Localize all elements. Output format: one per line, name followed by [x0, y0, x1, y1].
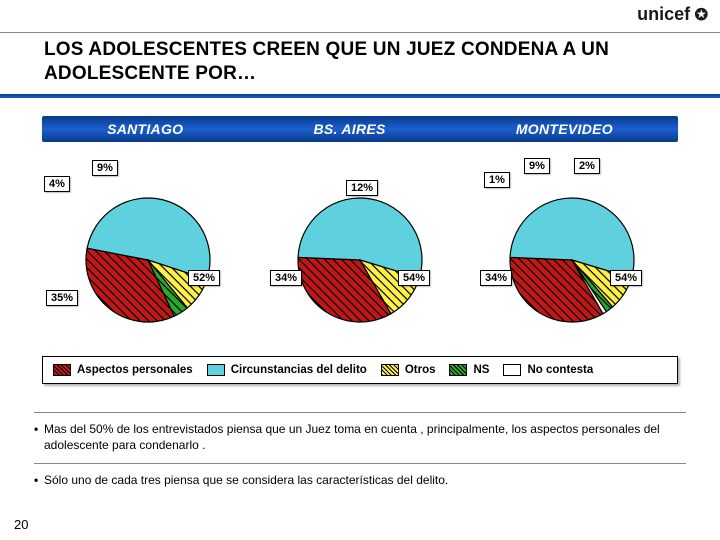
- slice-label: 9%: [92, 160, 118, 176]
- legend-swatch: [207, 364, 225, 376]
- pie-charts-row: 35% 52% 9% 4% 34% 54% 12% 34% 54% 9% 2% 1%: [42, 150, 678, 350]
- slice-label: 34%: [480, 270, 512, 286]
- city-header-band: SANTIAGO BS. AIRES MONTEVIDEO: [42, 116, 678, 142]
- slice-label: 34%: [270, 270, 302, 286]
- bullet-dot: •: [34, 421, 44, 453]
- legend-label: Circunstancias del delito: [231, 364, 367, 376]
- city-label: BS. AIRES: [313, 121, 385, 137]
- slice-label: 54%: [398, 270, 430, 286]
- legend-swatch: [503, 364, 521, 376]
- legend-label: Aspectos personales: [77, 364, 193, 376]
- city-label: SANTIAGO: [107, 121, 183, 137]
- city-label: MONTEVIDEO: [516, 121, 613, 137]
- slice-label: 1%: [484, 172, 510, 188]
- legend: Aspectos personales Circunstancias del de…: [42, 356, 678, 384]
- pie-chart: 34% 54% 12%: [260, 150, 460, 350]
- slice-label: 9%: [524, 158, 550, 174]
- bullet-text: Sólo uno de cada tres piensa que se cons…: [44, 472, 448, 488]
- bullet-text: Mas del 50% de los entrevistados piensa …: [44, 421, 686, 453]
- bullet-item: •Mas del 50% de los entrevistados piensa…: [34, 412, 686, 463]
- page-number: 20: [14, 517, 28, 532]
- legend-item: Circunstancias del delito: [207, 364, 367, 376]
- slide-title: LOS ADOLESCENTES CREEN QUE UN JUEZ CONDE…: [44, 38, 676, 86]
- slice-label: 52%: [188, 270, 220, 286]
- slice-label: 54%: [610, 270, 642, 286]
- pie-chart: 34% 54% 9% 2% 1%: [472, 150, 672, 350]
- bullet-list: •Mas del 50% de los entrevistados piensa…: [34, 412, 686, 499]
- legend-label: Otros: [405, 364, 436, 376]
- slice-label: 35%: [46, 290, 78, 306]
- bullet-dot: •: [34, 472, 44, 488]
- header-rule: [0, 32, 720, 33]
- slice-label: 4%: [44, 176, 70, 192]
- legend-item: No contesta: [503, 364, 593, 376]
- legend-item: Aspectos personales: [53, 364, 193, 376]
- legend-item: NS: [449, 364, 489, 376]
- brand-logo: unicef: [637, 4, 708, 25]
- slice-label: 12%: [346, 180, 378, 196]
- legend-label: NS: [473, 364, 489, 376]
- slice-label: 2%: [574, 158, 600, 174]
- pie-chart: 35%52%9%4%: [48, 150, 248, 350]
- legend-item: Otros: [381, 364, 436, 376]
- legend-swatch: [53, 364, 71, 376]
- legend-swatch: [449, 364, 467, 376]
- bullet-item: •Sólo uno de cada tres piensa que se con…: [34, 463, 686, 498]
- legend-label: No contesta: [527, 364, 593, 376]
- title-underline-bar: [0, 94, 720, 98]
- legend-swatch: [381, 364, 399, 376]
